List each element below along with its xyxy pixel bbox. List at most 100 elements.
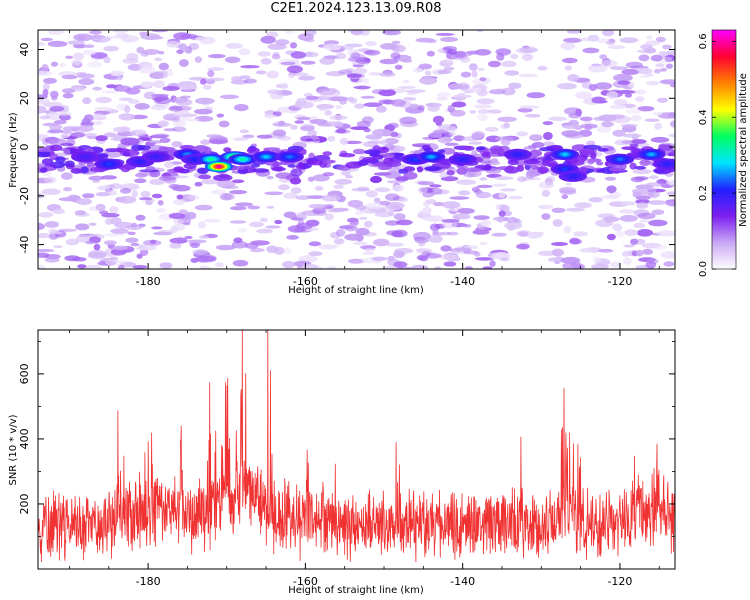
- spectrogram-cell: [363, 149, 381, 155]
- spectrogram-cell: [136, 46, 145, 54]
- spectrogram-cell: [76, 198, 93, 206]
- spectrogram-cell: [140, 190, 151, 198]
- spectrogram-hotspot: [558, 170, 587, 182]
- spectrogram-hotspot: [141, 151, 171, 163]
- spectrogram-cell: [519, 105, 540, 109]
- spectrogram-hotspot: [503, 148, 532, 160]
- spectrogram-cell: [289, 42, 298, 49]
- spectrogram-cell: [61, 130, 72, 134]
- spectrogram-cell: [630, 176, 645, 183]
- spectrogram-cell: [119, 187, 132, 194]
- spectrogram-cell: [561, 57, 578, 64]
- spectrogram-cell: [608, 114, 625, 120]
- spectrogram-cell: [362, 141, 379, 148]
- spectrogram-cell: [197, 255, 217, 263]
- spectrogram-cell: [516, 176, 528, 183]
- spectrogram-cell: [393, 213, 406, 221]
- spectrogram-cell: [353, 67, 368, 75]
- spectrogram-cell: [403, 97, 417, 101]
- spectrogram-cell: [61, 74, 78, 80]
- spectrogram-cell: [44, 221, 60, 228]
- spectrogram-cell: [564, 65, 572, 71]
- spectrogram-cell: [215, 262, 224, 268]
- spectrogram-cell: [145, 166, 156, 171]
- spectrogram-cell: [521, 53, 534, 61]
- spectrogram-cell: [638, 54, 650, 62]
- spectrogram-cell: [351, 187, 370, 192]
- spectrogram-cell: [275, 172, 293, 179]
- spectrogram-cell: [606, 185, 617, 194]
- spectrogram-cell: [495, 136, 514, 142]
- spectrogram-cell: [82, 49, 97, 56]
- spectrogram-cell: [140, 245, 157, 251]
- spectrogram-cell: [647, 191, 660, 199]
- spectrogram-cell: [118, 113, 135, 121]
- spectrogram-cell: [423, 147, 431, 153]
- spectrogram-cell: [371, 256, 388, 261]
- spectrogram-cell: [440, 245, 452, 252]
- spectrogram-cell: [447, 49, 458, 55]
- spectrogram-cell: [596, 168, 606, 173]
- spectrogram-cell: [523, 159, 541, 164]
- spectrogram-cell: [329, 96, 349, 102]
- spectrogram-cell: [300, 60, 316, 65]
- spectrogram-cell: [295, 222, 313, 230]
- spectrogram-cell: [272, 122, 293, 127]
- spectrogram-cell: [613, 73, 633, 82]
- spectrogram-cell: [476, 146, 486, 151]
- spectrogram-cell: [218, 120, 230, 128]
- spectrogram-cell: [232, 259, 249, 267]
- spectrogram-cell: [257, 51, 271, 57]
- spectrogram-cell: [168, 106, 184, 112]
- spectrogram-cell: [157, 200, 164, 206]
- spectrogram-cell: [109, 256, 119, 261]
- spectrogram-cell: [481, 151, 492, 160]
- spectrogram-cell: [103, 45, 119, 52]
- spectrogram-cell: [53, 120, 67, 125]
- spectrogram-cell: [543, 132, 553, 140]
- spectrogram-cell: [190, 257, 199, 263]
- spectrogram-cell: [461, 136, 481, 142]
- colorbar-tick-label: 0.6: [698, 33, 709, 49]
- spectrogram-cell: [233, 237, 243, 243]
- spectrogram-cell: [62, 93, 74, 99]
- spectrogram-cell: [662, 44, 672, 50]
- spectrogram-cell: [180, 117, 200, 122]
- spectrogram-cell: [120, 35, 139, 43]
- spectrogram-cell: [239, 129, 249, 134]
- spectrogram-cell: [307, 129, 317, 137]
- colorbar: 0.0 0.2 0.4 0.6 Normalized spectral amplitu…: [698, 29, 749, 277]
- spectrogram-cell: [95, 203, 106, 212]
- spectrogram-hotspot: [605, 153, 635, 165]
- spectrogram-cell: [394, 248, 414, 254]
- spectrogram-cell: [95, 135, 108, 142]
- spectrogram-hotspot: [94, 158, 124, 170]
- spectrogram-cell: [630, 114, 642, 122]
- spectrogram-cell: [543, 141, 555, 147]
- spectrogram-cell: [256, 70, 267, 75]
- spectrogram-cell: [321, 159, 336, 164]
- spectrogram-cell: [166, 68, 174, 77]
- spectrogram-cell: [49, 123, 63, 131]
- spectrogram-cell: [334, 178, 353, 185]
- spectrogram-cell: [140, 33, 161, 40]
- spectrogram-cell: [207, 67, 225, 71]
- spectrogram-cell: [418, 186, 428, 194]
- spectrogram-cell: [77, 73, 95, 79]
- spectrogram-cell: [384, 170, 401, 179]
- spectrogram-cell: [652, 111, 663, 116]
- spectrogram-cell: [61, 172, 73, 180]
- spectrogram-cell: [157, 51, 165, 55]
- spectrogram-cell: [364, 202, 384, 210]
- spectrogram-cell: [295, 195, 311, 200]
- spectrogram-cell: [335, 105, 343, 109]
- spectrogram-cell: [639, 74, 649, 79]
- spectrogram-cell: [149, 179, 165, 185]
- spectrogram-cell: [158, 146, 169, 151]
- spectrogram-cell: [294, 120, 305, 124]
- spectrogram-cell: [501, 60, 517, 68]
- spectrogram-cell: [380, 139, 388, 146]
- spectrogram-cell: [364, 49, 381, 56]
- spectrogram-cell: [648, 219, 668, 227]
- spectrogram-cell: [580, 123, 598, 129]
